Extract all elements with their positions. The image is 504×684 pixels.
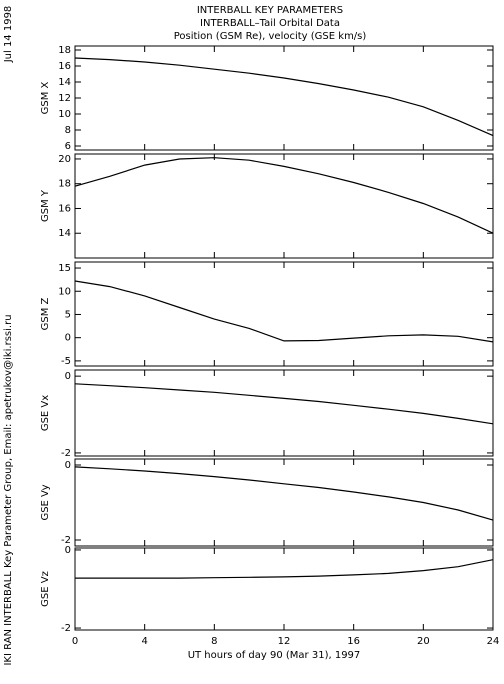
panel-frame (74, 369, 494, 457)
y-tick-label: -5 (61, 356, 71, 367)
y-tick-label: 8 (65, 125, 71, 136)
data-line (74, 280, 494, 343)
y-axis-label: GSE Vx (40, 395, 51, 431)
side-credit: IKI RAN INTERBALL Key Parameter Group, E… (3, 314, 14, 665)
y-tick-label: 14 (58, 228, 71, 239)
side-date: Jul 14 1998 (3, 6, 14, 64)
y-tick-label: 14 (58, 77, 71, 88)
title-line: INTERBALL–Tail Orbital Data (200, 18, 340, 29)
panel-frame (74, 547, 494, 631)
y-axis-label: GSM X (40, 81, 51, 114)
y-tick-label: -2 (61, 623, 71, 634)
data-line (74, 466, 494, 521)
y-tick-label: -2 (61, 448, 71, 459)
title-line: Position (GSM Re), velocity (GSE km/s) (174, 31, 367, 42)
data-line (75, 559, 494, 579)
title-line: INTERBALL KEY PARAMETERS (197, 5, 343, 16)
y-tick-label: 18 (58, 45, 71, 56)
x-tick-label: 0 (72, 636, 78, 647)
data-line (74, 57, 494, 137)
data-line (74, 383, 494, 425)
y-tick-label: 0 (65, 545, 71, 556)
y-tick-label: 15 (58, 263, 71, 274)
y-tick-label: 0 (65, 371, 71, 382)
x-axis-label: UT hours of day 90 (Mar 31), 1997 (188, 650, 361, 661)
panel-frame (74, 261, 494, 367)
x-tick-label: 16 (347, 636, 360, 647)
y-axis-label: GSM Y (40, 189, 51, 222)
y-tick-label: 10 (58, 286, 71, 297)
y-axis-label: GSE Vz (40, 571, 51, 607)
x-tick-label: 20 (417, 636, 430, 647)
panel-frame (74, 458, 494, 547)
y-axis-label: GSE Vy (40, 484, 51, 520)
y-tick-label: 5 (65, 309, 71, 320)
x-tick-label: 8 (211, 636, 217, 647)
data-line (74, 157, 494, 234)
y-axis-label: GSM Z (40, 297, 51, 330)
y-tick-label: -2 (61, 535, 71, 546)
y-tick-label: 18 (58, 179, 71, 190)
x-tick-label: 12 (278, 636, 291, 647)
y-tick-label: 16 (58, 61, 71, 72)
y-tick-label: 12 (58, 93, 71, 104)
y-tick-label: 10 (58, 109, 71, 120)
y-tick-label: 20 (58, 154, 71, 165)
y-tick-label: 6 (65, 141, 71, 152)
y-tick-label: 16 (58, 203, 71, 214)
y-tick-label: 0 (65, 460, 71, 471)
y-tick-label: 0 (65, 333, 71, 344)
x-tick-label: 4 (141, 636, 147, 647)
x-tick-label: 24 (487, 636, 500, 647)
